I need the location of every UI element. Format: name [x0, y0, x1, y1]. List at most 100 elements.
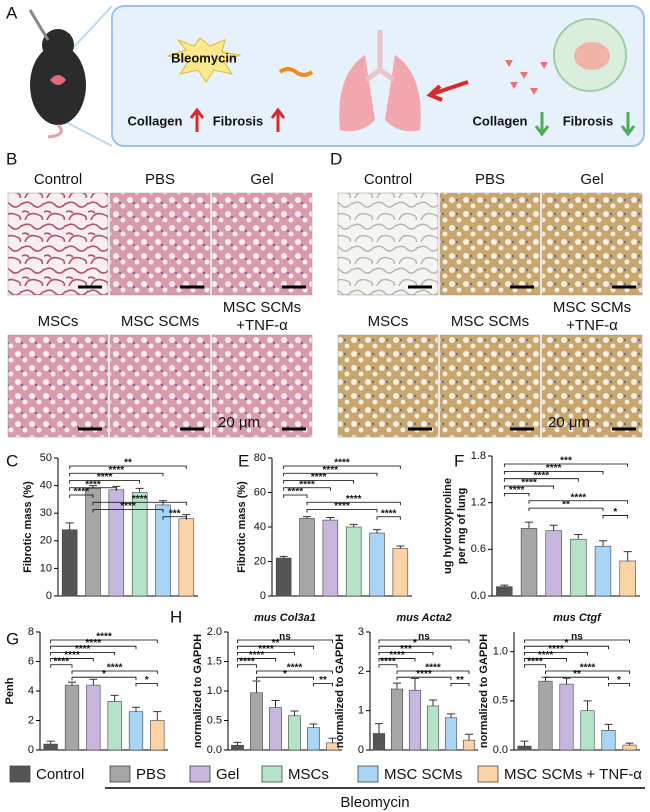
error-bar: [290, 710, 299, 716]
significance-label: ****: [239, 656, 255, 667]
significance-bracket: [524, 639, 630, 643]
bar: [408, 689, 422, 751]
scale-label: 20 μm: [548, 414, 590, 431]
group-label: Bleomycin: [340, 794, 409, 811]
significance-bracket: [283, 487, 331, 491]
bar: [299, 518, 315, 597]
y-tick-label: 1.0: [493, 646, 508, 658]
error-bar: [303, 516, 311, 519]
error-bar: [525, 521, 533, 529]
bar: [64, 684, 80, 751]
y-tick-label: 0.5: [493, 695, 508, 707]
bar: [392, 548, 409, 597]
bar: [269, 707, 282, 751]
scale-label: 20 μm: [218, 414, 260, 431]
legend-swatch: [357, 765, 379, 783]
significance-bracket: [378, 639, 470, 643]
chart-title: mus Col3a1: [254, 612, 316, 624]
error-bar: [373, 529, 381, 534]
significance-bracket: [306, 501, 401, 506]
bar: [86, 684, 101, 751]
image-title: MSCs: [368, 313, 409, 330]
y-tick-label: 20: [254, 555, 266, 567]
panel-label: C: [6, 451, 18, 470]
micrograph: [337, 334, 439, 438]
significance-label: ****: [346, 494, 362, 505]
fibrosis-label: Fibrosis: [563, 113, 614, 128]
error-bar: [396, 545, 405, 549]
bar: [107, 701, 122, 751]
y-tick-label: 1: [358, 705, 364, 717]
significance-bracket: [92, 501, 187, 506]
significance-label: ***: [400, 644, 412, 655]
significance-label: ****: [381, 508, 397, 519]
y-tick-label: 2: [28, 714, 34, 726]
significance-label: ****: [509, 485, 525, 496]
error-bar: [110, 694, 119, 702]
error-bar: [46, 740, 55, 745]
significance-label: ****: [96, 632, 112, 643]
significance-label: ns: [418, 632, 430, 643]
fibrosis-label: Fibrosis: [213, 113, 264, 128]
image-title: +TNF-α: [236, 317, 288, 334]
significance-bracket: [237, 658, 276, 662]
error-bar: [309, 723, 318, 728]
significance-bracket: [283, 480, 355, 484]
error-bar: [625, 742, 634, 746]
bar: [345, 526, 362, 597]
significance-label: ****: [258, 644, 274, 655]
bar: [444, 717, 458, 751]
bar: [496, 586, 513, 597]
up-arrow: [189, 107, 205, 132]
significance-bracket: [256, 670, 333, 674]
significance-label: ****: [571, 492, 587, 503]
significance-label: ****: [64, 650, 80, 661]
significance-bracket: [50, 664, 73, 668]
y-tick-label: 1.5: [207, 655, 222, 667]
y-axis-label: Fibrotic mass (%): [22, 481, 34, 573]
squiggle: [278, 67, 314, 77]
significance-label: ****: [521, 478, 537, 489]
panel-label: D: [330, 149, 342, 168]
image-title: MSC SCMs: [121, 313, 199, 330]
drug-label: Bleomycin: [171, 50, 237, 65]
significance-label: ****: [580, 663, 596, 674]
y-tick-label: 40: [40, 480, 52, 492]
significance-bracket: [71, 676, 137, 681]
y-tick-label: 50: [40, 452, 52, 464]
significance-label: ****: [287, 663, 303, 674]
significance-bracket: [503, 463, 629, 467]
bar: [520, 528, 538, 597]
image-title: MSC SCMs: [223, 299, 301, 316]
bar: [538, 680, 553, 751]
bar: [288, 715, 301, 751]
bar: [580, 710, 595, 751]
panel-label: G: [6, 629, 19, 648]
error-bar: [604, 723, 613, 731]
significance-label: ns: [571, 632, 583, 643]
significance-bracket: [135, 682, 158, 687]
significance-label: ****: [288, 487, 304, 498]
significance-label: ****: [538, 650, 554, 661]
significance-label: ****: [249, 650, 265, 661]
y-tick-label: 1.0: [207, 685, 222, 697]
micrograph: [541, 192, 643, 296]
image-title: +TNF-α: [566, 317, 618, 334]
schematic-box: [111, 5, 645, 147]
burst: [166, 37, 242, 83]
error-bar: [429, 699, 437, 706]
error-bar: [393, 682, 401, 690]
significance-bracket: [503, 470, 604, 475]
legend-label: MSCs: [288, 766, 329, 783]
significance-bracket: [503, 493, 530, 497]
legend-swatch: [109, 765, 131, 783]
significance-bracket: [378, 658, 416, 662]
mouse-illustration: [28, 9, 86, 139]
y-tick-label: 0: [260, 590, 266, 602]
significance-bracket: [237, 651, 295, 656]
significance-label: ****: [323, 465, 339, 476]
y-tick-label: 1.8: [471, 450, 486, 462]
error-bar: [132, 706, 140, 712]
y-tick-label: 60: [254, 486, 266, 498]
